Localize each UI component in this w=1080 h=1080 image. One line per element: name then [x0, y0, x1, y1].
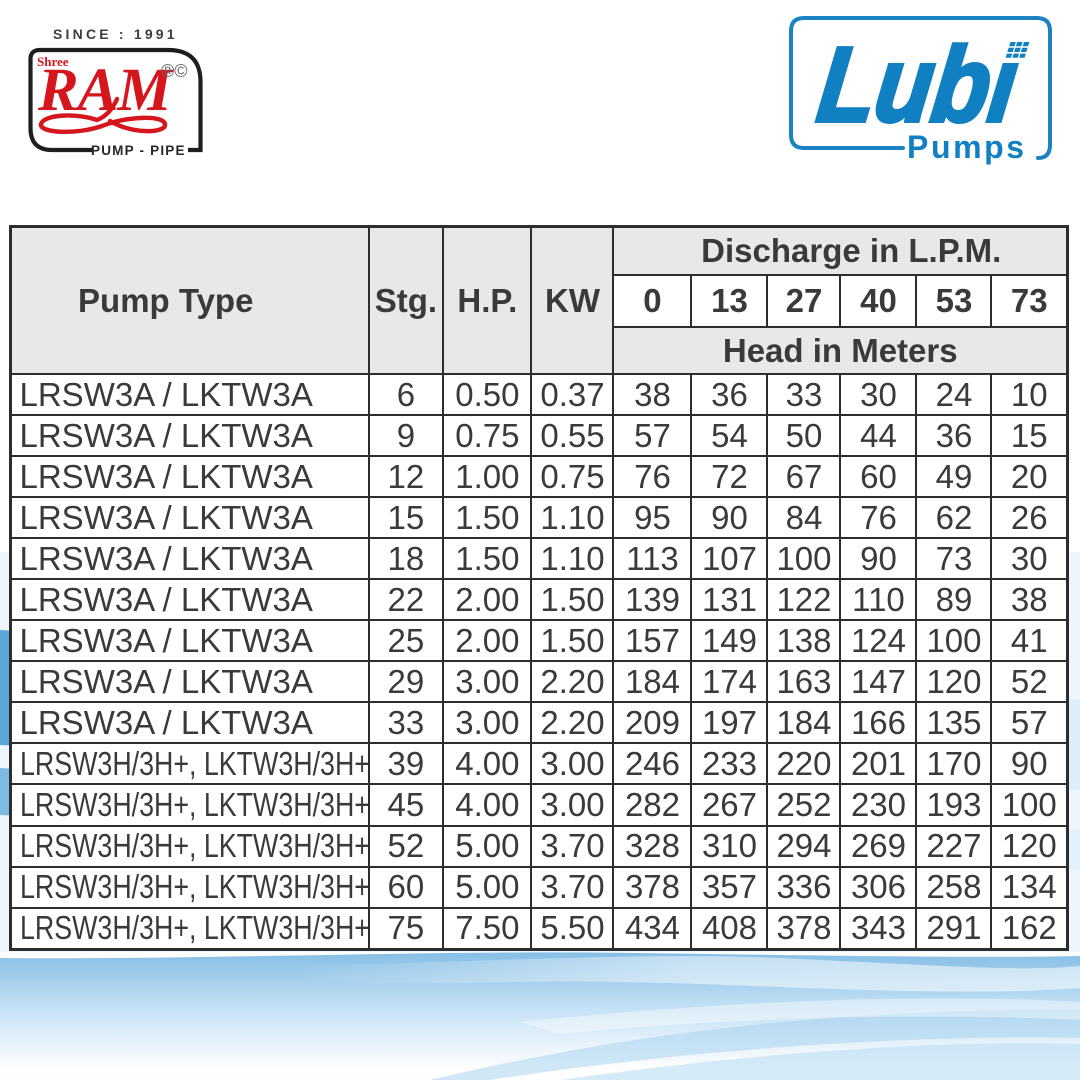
svg-text:Lubı: Lubı	[812, 26, 1023, 144]
svg-text:Pumps: Pumps	[907, 129, 1027, 165]
